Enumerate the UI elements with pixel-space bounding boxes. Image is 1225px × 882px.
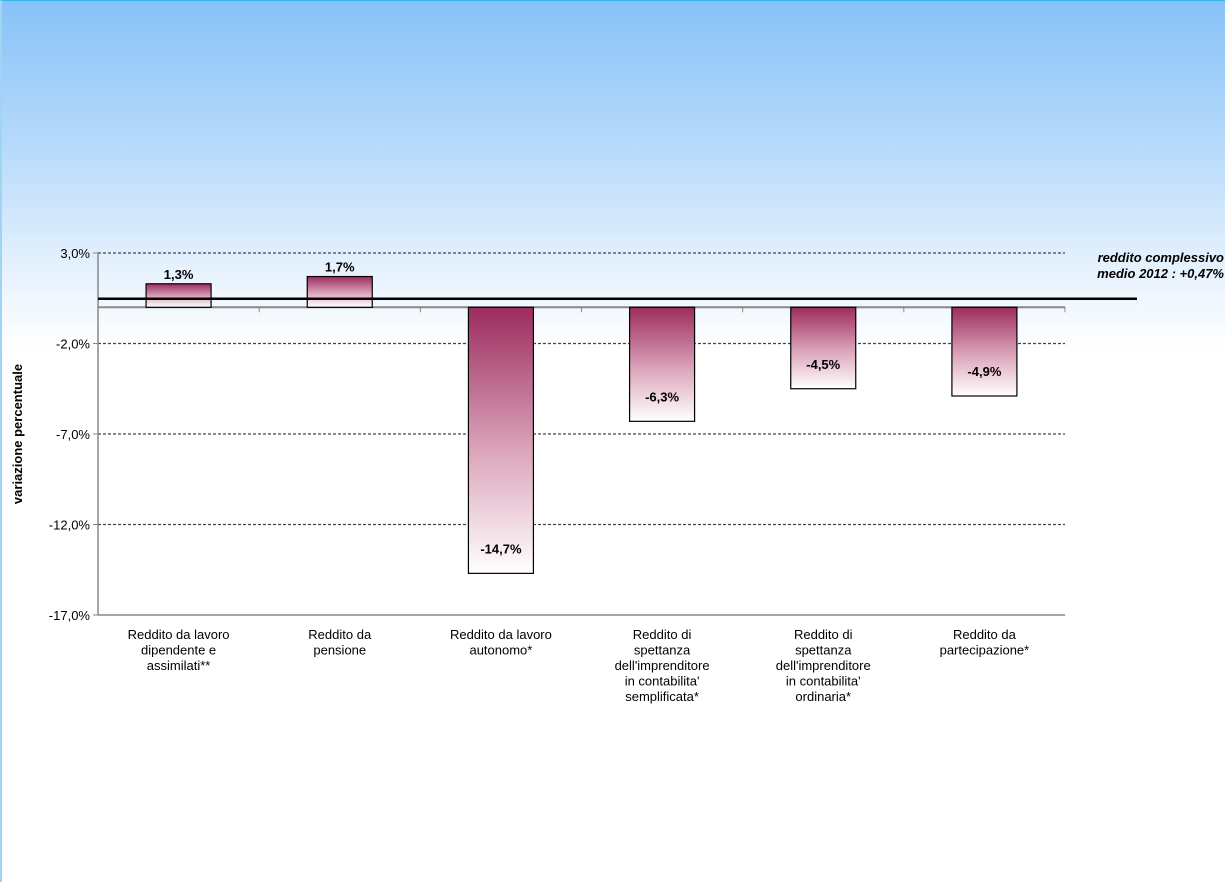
category-label: autonomo* xyxy=(469,643,532,658)
bar xyxy=(628,306,696,422)
y-tick-label: -17,0% xyxy=(49,608,91,623)
category-label: Reddito da xyxy=(308,627,372,642)
y-tick-label: -7,0% xyxy=(56,427,90,442)
reference-line-label: medio 2012 : +0,47% xyxy=(1097,266,1224,281)
bar xyxy=(467,306,535,574)
bar xyxy=(306,275,373,308)
bar xyxy=(145,283,212,308)
category-label: pensione xyxy=(313,643,366,658)
labels: 3,0% -2,0% -7,0% -12,0% -17,0% 1,3% Reddito da… xyxy=(49,246,1225,704)
category-label: Reddito da lavoro xyxy=(128,627,230,642)
y-tick-label: 3,0% xyxy=(60,246,90,261)
category-label: partecipazione* xyxy=(940,643,1030,658)
category-label: dell'imprenditore xyxy=(776,658,871,673)
axes xyxy=(93,252,1066,616)
category-label: spettanza xyxy=(795,643,852,658)
data-label: -4,9% xyxy=(967,364,1001,379)
gridlines xyxy=(98,252,1065,526)
category-label: semplificata* xyxy=(625,689,699,704)
category-label: ordinaria* xyxy=(795,689,851,704)
category-label: in contabilita' xyxy=(625,674,700,689)
category-label: dipendente e xyxy=(141,643,216,658)
bar xyxy=(951,306,1018,397)
data-label: -14,7% xyxy=(480,541,522,556)
y-axis-title: variazione percentuale xyxy=(10,364,25,504)
category-label: Reddito da lavoro xyxy=(450,627,552,642)
data-label: 1,3% xyxy=(164,267,194,282)
y-tick-label: -12,0% xyxy=(49,518,91,533)
bars xyxy=(145,275,1018,574)
category-label: Reddito di xyxy=(794,627,853,642)
data-label: -4,5% xyxy=(806,357,840,372)
category-label: in contabilita' xyxy=(786,674,861,689)
category-label: assimilati** xyxy=(147,658,211,673)
data-label: 1,7% xyxy=(325,260,355,275)
category-label: dell'imprenditore xyxy=(615,658,710,673)
category-label: Reddito di xyxy=(633,627,692,642)
reference-line-label: reddito complessivo xyxy=(1098,250,1224,265)
category-label: Reddito da xyxy=(953,627,1017,642)
bar xyxy=(790,306,857,390)
data-label: -6,3% xyxy=(645,389,679,404)
y-tick-label: -2,0% xyxy=(56,337,90,352)
category-label: spettanza xyxy=(634,643,691,658)
